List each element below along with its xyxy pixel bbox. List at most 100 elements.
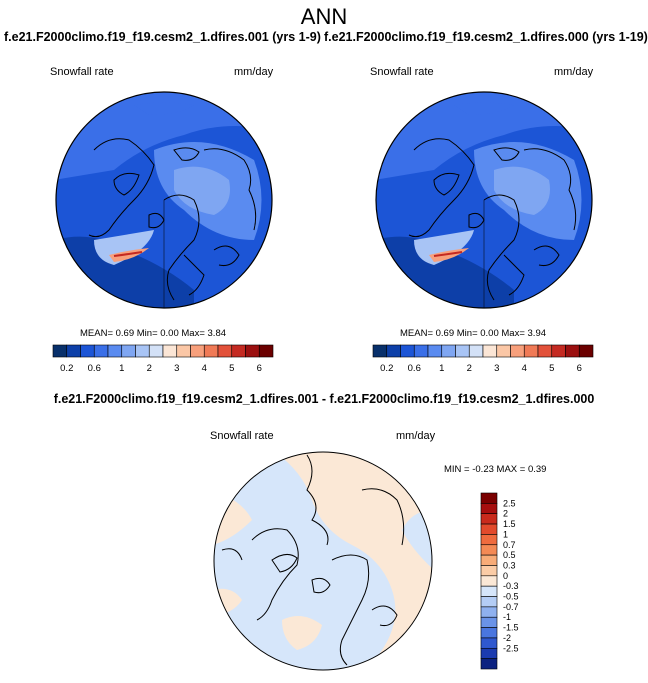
- diff-colorbar-box: [480, 534, 498, 546]
- right-polar-map: [375, 91, 593, 309]
- left-colorbar-box: [258, 344, 274, 358]
- left-map-border: [55, 91, 273, 309]
- right-colorbar-label: 1: [439, 363, 444, 374]
- diff-colorbar-box: [480, 503, 498, 515]
- diff-coastlines: [221, 454, 405, 666]
- left-colorbar-box: [66, 344, 81, 358]
- diff-colorbar-box: [480, 616, 498, 628]
- diff-colorbar-label: -0.5: [503, 592, 519, 602]
- left-colorbar-label: 0.2: [60, 363, 73, 374]
- left-colorbar-label: 0.6: [88, 363, 101, 374]
- right-colorbar: 0.2 0.6 1 2 3 4 5 6: [372, 344, 594, 374]
- right-colorbar-box: [482, 344, 498, 358]
- diff-colorbar-box: [480, 554, 498, 566]
- left-colorbar-box: [231, 344, 246, 358]
- diff-polar-map: [213, 451, 433, 671]
- right-field-region: [376, 92, 592, 180]
- diff-colorbar-box: [480, 637, 498, 649]
- left-polar-map: [55, 91, 273, 309]
- diff-colorbar-box: [480, 627, 498, 639]
- diff-colorbar-box: [480, 544, 498, 556]
- diff-colorbar-box: [480, 585, 498, 597]
- diff-colorbar-label: -2: [503, 633, 511, 643]
- diff-units-label: mm/day: [396, 430, 436, 442]
- left-colorbar-label: 2: [147, 363, 152, 374]
- left-colorbar-label: 1: [119, 363, 124, 374]
- right-colorbar-label: 0.6: [408, 363, 421, 374]
- left-field-max: [113, 251, 143, 257]
- case-title-right: f.e21.F2000climo.f19_f19.cesm2_1.dfires.…: [324, 30, 648, 44]
- left-colorbar-label: 5: [229, 363, 234, 374]
- left-coastlines: [88, 138, 257, 301]
- diff-colorbar-label: -0.7: [503, 602, 519, 612]
- right-colorbar-box: [455, 344, 470, 358]
- diff-colorbar-label: 0.5: [503, 550, 516, 560]
- diff-colorbar-box: [480, 575, 498, 587]
- diff-colorbar-box: [480, 513, 498, 525]
- left-field-region: [134, 102, 194, 115]
- diff-colorbar-label: 2.5: [503, 498, 516, 508]
- left-field-region: [174, 166, 230, 215]
- diff-colorbar-label: 2: [503, 509, 508, 519]
- left-colorbar-box: [162, 344, 178, 358]
- left-colorbar-box: [203, 344, 219, 358]
- diff-colorbar-box: [480, 658, 498, 670]
- diff-colorbar-label: -1.5: [503, 623, 519, 633]
- right-colorbar-box: [496, 344, 511, 358]
- diff-colorbar-label: 0: [503, 571, 508, 581]
- right-colorbar-box: [523, 344, 539, 358]
- right-colorbar-label: 3: [494, 363, 499, 374]
- diff-colorbar-label: 0.3: [503, 560, 516, 570]
- right-colorbar-box: [537, 344, 553, 358]
- left-colorbar-box: [190, 344, 205, 358]
- diff-colorbar-label: 1.5: [503, 519, 516, 529]
- right-colorbar-box: [427, 344, 443, 358]
- right-field-region: [414, 230, 474, 265]
- left-colorbar-box: [148, 344, 164, 358]
- right-colorbar-box: [468, 344, 484, 358]
- diff-colorbar-box: [480, 492, 498, 504]
- diff-colorbar-box: [480, 596, 498, 608]
- diff-colorbar-box: [480, 565, 498, 577]
- right-colorbar-box: [372, 344, 388, 358]
- right-colorbar-label: 5: [549, 363, 554, 374]
- right-stats: MEAN= 0.69 Min= 0.00 Max= 3.94: [400, 328, 547, 339]
- diff-map-border: [213, 451, 433, 671]
- right-variable-label: Snowfall rate: [370, 66, 434, 78]
- left-colorbar-box: [121, 344, 136, 358]
- diff-stats: MIN = -0.23 MAX = 0.39: [444, 464, 547, 475]
- right-colorbar-box: [578, 344, 594, 358]
- diff-positive-field: [272, 452, 432, 670]
- left-colorbar-label: 3: [174, 363, 179, 374]
- left-colorbar-box: [135, 344, 150, 358]
- right-field-region: [454, 102, 514, 115]
- diff-positive-field: [282, 616, 322, 650]
- diff-colorbar: 2.521.510.70.50.30-0.3-0.5-0.7-1-1.5-2-2…: [480, 492, 519, 670]
- left-colorbar-box: [176, 344, 191, 358]
- right-colorbar-label: 0.2: [380, 363, 393, 374]
- left-colorbar-box: [107, 344, 123, 358]
- left-colorbar-box: [217, 344, 233, 358]
- right-colorbar-box: [441, 344, 456, 358]
- diff-colorbar-label: 0.7: [503, 540, 516, 550]
- diff-variable-label: Snowfall rate: [210, 430, 274, 442]
- page-title: ANN: [300, 4, 348, 29]
- left-units-label: mm/day: [234, 66, 274, 78]
- right-units-label: mm/day: [554, 66, 594, 78]
- right-coastlines: [408, 138, 577, 301]
- right-colorbar-label: 4: [522, 363, 527, 374]
- left-colorbar-label: 4: [202, 363, 207, 374]
- left-field-region: [94, 230, 154, 265]
- diff-colorbar-label: -2.5: [503, 643, 519, 653]
- right-colorbar-box: [551, 344, 566, 358]
- left-stats: MEAN= 0.69 Min= 0.00 Max= 3.84: [80, 328, 227, 339]
- right-colorbar-label: 6: [577, 363, 582, 374]
- left-colorbar-box: [80, 344, 95, 358]
- right-colorbar-box: [386, 344, 401, 358]
- left-colorbar-label: 6: [257, 363, 262, 374]
- left-colorbar-box: [93, 344, 109, 358]
- diff-colorbar-box: [480, 606, 498, 618]
- diff-colorbar-label: -0.3: [503, 581, 519, 591]
- diff-colorbar-label: 1: [503, 529, 508, 539]
- diff-colorbar-label: -1: [503, 612, 511, 622]
